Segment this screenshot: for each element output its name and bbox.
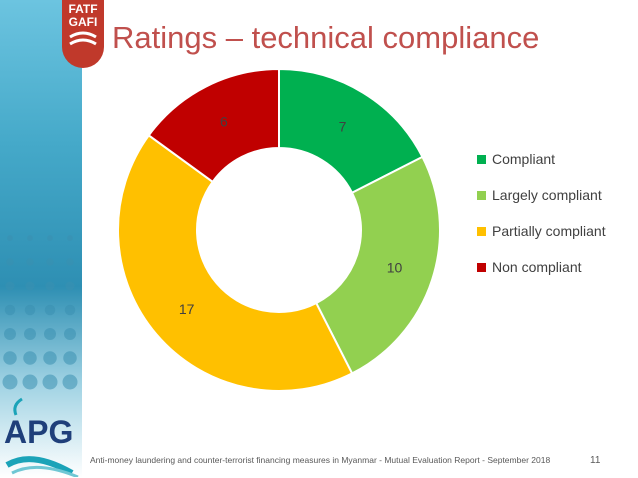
legend-swatch (477, 154, 486, 164)
decorative-dot (43, 351, 57, 365)
legend-swatch (477, 190, 486, 200)
decorative-dot (5, 281, 15, 291)
donut-slice-partially-compliant (117, 133, 354, 392)
decorative-dot (4, 304, 16, 316)
donut-slice-largely-compliant (314, 155, 441, 375)
decorative-dot (46, 258, 54, 266)
decorative-dot (24, 328, 36, 340)
apg-logo: APG (4, 397, 79, 477)
legend-swatch (477, 262, 486, 272)
chart-legend: Compliant Largely compliant Partially comp… (477, 150, 606, 294)
legend-item: Partially compliant (477, 222, 606, 240)
slide-title: Ratings – technical compliance (112, 20, 540, 55)
decorative-dot (66, 258, 74, 266)
logo-line-1: FATF (68, 2, 98, 16)
decorative-dot (2, 374, 18, 390)
decorative-dot (63, 351, 77, 365)
decorative-dot (44, 304, 56, 316)
dot-pattern-decoration (2, 235, 78, 390)
data-label: 10 (387, 260, 403, 276)
fatf-gafi-logo: FATF GAFI (62, 0, 104, 68)
legend-swatch (477, 226, 486, 236)
donut-slice-non-compliant (147, 67, 280, 184)
legend-label: Non compliant (492, 259, 582, 275)
legend-item: Largely compliant (477, 186, 606, 204)
legend-item: Non compliant (477, 258, 606, 276)
decorative-dot (44, 328, 56, 340)
decorative-dot (65, 281, 75, 291)
decorative-dot (64, 304, 76, 316)
decorative-dot (3, 351, 17, 365)
data-label: 6 (220, 114, 228, 130)
data-label: 17 (179, 301, 195, 317)
legend-label: Partially compliant (492, 223, 606, 239)
decorative-dot (6, 258, 14, 266)
decorative-dot (45, 281, 55, 291)
decorative-dot (4, 328, 16, 340)
decorative-dot (22, 374, 38, 390)
logo-line-2: GAFI (68, 15, 98, 29)
donut-slice-compliant (278, 67, 424, 195)
decorative-dot (42, 374, 58, 390)
decorative-dot (7, 235, 13, 241)
decorative-dot (62, 374, 78, 390)
decorative-dot (24, 304, 36, 316)
decorative-dot (67, 235, 73, 241)
footer-text: Anti-money laundering and counter-terror… (90, 455, 551, 465)
decorative-dot (26, 258, 34, 266)
legend-label: Compliant (492, 151, 556, 167)
decorative-dot (47, 235, 53, 241)
apg-logo-text: APG (4, 414, 73, 450)
data-label: 7 (339, 118, 347, 134)
decorative-dot (23, 351, 37, 365)
logo-wave-icon (69, 31, 97, 46)
decorative-dot (64, 328, 76, 340)
decorative-dot (25, 281, 35, 291)
decorative-dot (27, 235, 33, 241)
legend-label: Largely compliant (492, 187, 602, 203)
page-number: 11 (590, 455, 601, 466)
legend-item: Compliant (477, 150, 606, 168)
